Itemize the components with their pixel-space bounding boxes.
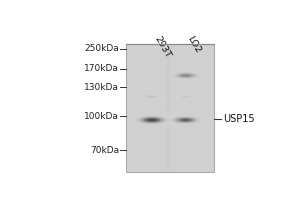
Text: 70kDa: 70kDa <box>90 146 119 155</box>
Bar <box>126 44 214 172</box>
Text: 100kDa: 100kDa <box>84 112 119 121</box>
Text: LO2: LO2 <box>186 35 202 55</box>
Text: 293T: 293T <box>153 35 172 60</box>
Text: 170kDa: 170kDa <box>84 64 119 73</box>
Text: 130kDa: 130kDa <box>84 83 119 92</box>
Text: USP15: USP15 <box>224 114 255 124</box>
Text: 250kDa: 250kDa <box>84 44 119 53</box>
